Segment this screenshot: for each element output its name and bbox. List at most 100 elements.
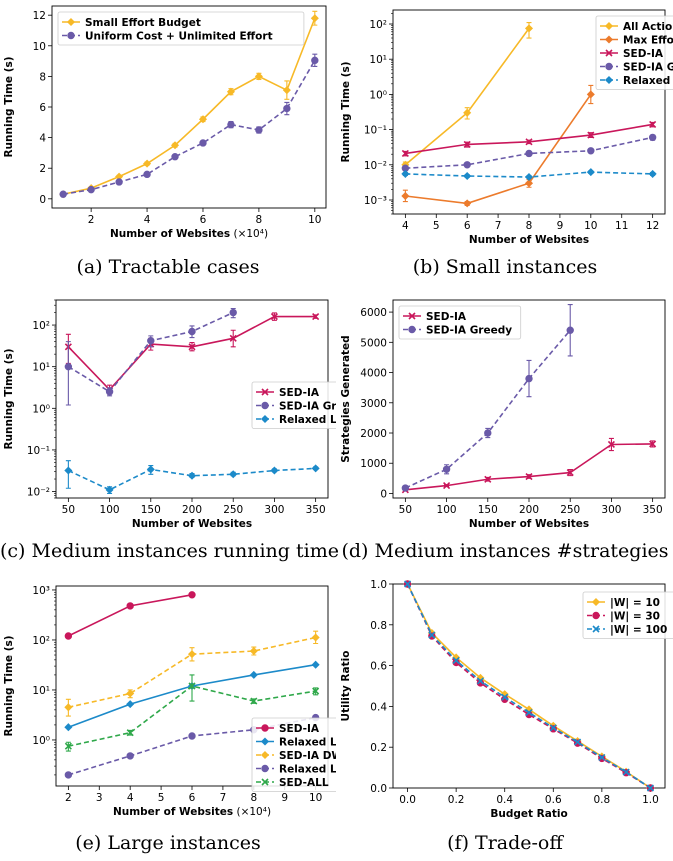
data-point-c-sed-ia: [188, 343, 196, 351]
data-point-d-sed-ia: [484, 475, 492, 483]
y-tick-label-b: 10⁻³: [364, 195, 387, 207]
data-point-b-relaxed-lp: [401, 169, 410, 178]
data-point-f-w-100: [574, 738, 582, 746]
series-a-uniform-cost-unlimited-effort: [59, 53, 319, 198]
chart-d: 50 100 150 200 250 300 350 0 1000 2000 3000 4000 500…: [340, 299, 666, 530]
x-tick-label-f: 0.4: [496, 794, 513, 806]
x-tick-label-d: 150: [478, 504, 498, 516]
series-line-d-sed-ia-greedy: [405, 329, 571, 489]
legend-box-b: [595, 15, 673, 90]
series-b-sed-ia: [401, 120, 657, 158]
legend-label-f-w-10: |W| = 10: [610, 597, 660, 609]
x-tick-label-d: 250: [560, 504, 580, 516]
data-point-b-relaxed-lp: [648, 169, 657, 178]
y-tick-label-f: 0.4: [370, 701, 387, 713]
y-tick-label-a: 0: [39, 194, 46, 206]
data-point-b-sed-ia-greedy: [525, 149, 533, 158]
data-point-d-sed-ia: [566, 469, 574, 477]
data-point-e-sed-ia-dwe: [64, 703, 73, 712]
error-bar-c-sed-ia-greedy: [65, 341, 71, 406]
y-tick-label-f: 0.8: [370, 620, 387, 632]
data-point-c-relaxed-lp: [105, 485, 114, 494]
x-tick-label-c: 200: [182, 504, 202, 516]
panel-f: 0.0 0.2 0.4 0.6 0.8 1.0 0.0 0.2 0.4 0.6 0.8 1.0 Budg…: [337, 574, 673, 820]
legend-label-f-w-30: |W| = 30: [610, 610, 660, 622]
data-point-c-relaxed-lp: [270, 466, 279, 475]
data-point-d-sed-ia-greedy: [442, 465, 451, 473]
data-point-b-sed-ia: [401, 149, 409, 158]
y-tick-label-e: 10¹: [32, 685, 50, 697]
data-point-b-all-actions: [524, 24, 534, 33]
data-point-e-sed-all: [188, 682, 196, 690]
data-point-a-uniform-cost-unlimited-effort: [311, 56, 319, 65]
x-tick-label-d: 350: [643, 504, 663, 516]
series-e-sed-ia-dwe: [64, 630, 320, 717]
y-tick-label-c: 10⁰: [32, 403, 50, 415]
caption-a: (a) Tractable cases: [76, 256, 260, 278]
legend-marker-f-w-10: [591, 597, 601, 607]
data-point-e-relaxed-lp-dwe: [64, 771, 73, 779]
y-tick-label-e: 10⁰: [32, 735, 50, 747]
data-point-a-uniform-cost-unlimited-effort: [143, 170, 151, 179]
y-tick-label-b: 10²: [369, 19, 387, 31]
y-tick-label-a: 12: [33, 10, 46, 22]
data-point-b-relaxed-lp: [463, 171, 472, 181]
legend-label-c-sed-ia-greedy: SED-IA Greedy: [279, 400, 336, 412]
y-tick-label-c: 10⁻²: [27, 487, 50, 499]
legend-label-c-relaxed-lp: Relaxed LP: [279, 414, 336, 426]
data-point-b-relaxed-lp: [524, 172, 534, 182]
data-point-f-w-100: [404, 580, 412, 588]
x-axis-label-c: Number of Websites: [132, 518, 252, 530]
series-b-relaxed-lp: [401, 168, 657, 182]
series-d-sed-ia-greedy: [401, 303, 574, 492]
y-tick-label-b: 10¹: [369, 54, 387, 66]
data-point-e-sed-all: [64, 742, 72, 750]
data-point-b-sed-ia: [525, 138, 533, 146]
data-point-a-small-effort-budget: [143, 159, 152, 168]
data-point-e-sed-all: [312, 687, 320, 695]
legend-label-e-relaxed-lp-dwe: Relaxed LP DWE: [279, 763, 336, 775]
series-line-f-w-100: [406, 583, 651, 789]
data-point-b-sed-ia: [463, 140, 471, 148]
x-tick-label-b: 9: [557, 220, 564, 232]
x-axis-label-e: Number of Websites (×10⁴): [113, 806, 271, 818]
legend-label-a-uniform-cost-unlimited-effort: Uniform Cost + Unlimited Effort: [85, 30, 273, 42]
x-tick-label-a: 2: [88, 214, 95, 226]
x-tick-label-b: 5: [433, 220, 440, 232]
data-point-c-relaxed-lp: [311, 464, 320, 473]
y-axis-label-b: Running Time (s): [340, 61, 352, 162]
x-tick-label-e: 9: [281, 792, 288, 804]
chart-a: 2 4 6 8 10 0 2 4 6 8 10 12 Number of Websites (×10⁴)…: [3, 5, 327, 240]
x-tick-label-a: 8: [256, 214, 263, 226]
x-tick-label-b: 7: [495, 220, 502, 232]
data-point-e-relaxed-lp-dwe: [126, 752, 134, 760]
series-line-d-sed-ia: [405, 443, 653, 491]
y-tick-label-d: 3000: [360, 398, 387, 410]
x-tick-label-c: 350: [306, 504, 326, 516]
y-tick-label-e: 10²: [32, 635, 50, 647]
data-point-f-w-100: [501, 693, 509, 701]
series-d-sed-ia: [401, 437, 657, 494]
legend-marker-a-uniform-cost-unlimited-effort: [67, 31, 75, 40]
data-point-c-sed-ia-greedy: [105, 388, 114, 396]
plot-frame-f: [392, 583, 666, 789]
data-point-a-uniform-cost-unlimited-effort: [87, 185, 95, 194]
legend-marker-e-sed-all: [261, 778, 269, 786]
data-point-e-sed-ia-dwe: [187, 650, 197, 659]
series-line-a-uniform-cost-unlimited-effort: [63, 59, 316, 196]
y-tick-label-d: 5000: [360, 337, 387, 349]
data-point-e-sed-ia-dwe: [249, 647, 258, 656]
y-axis-label-a: Running Time (s): [3, 56, 15, 157]
y-tick-label-e: 10³: [32, 585, 50, 597]
legend-marker-e-relaxed-lp-dwe: [261, 764, 269, 773]
x-tick-label-e: 10: [309, 792, 322, 804]
y-tick-label-b: 10⁻¹: [364, 125, 387, 137]
data-point-c-sed-ia: [229, 334, 237, 342]
data-point-e-relaxed-lp-dwe: [188, 732, 196, 740]
data-point-a-small-effort-budget: [282, 86, 291, 95]
x-tick-label-f: 0.2: [448, 794, 465, 806]
x-tick-label-c: 150: [141, 504, 161, 516]
data-point-d-sed-ia: [525, 472, 533, 481]
